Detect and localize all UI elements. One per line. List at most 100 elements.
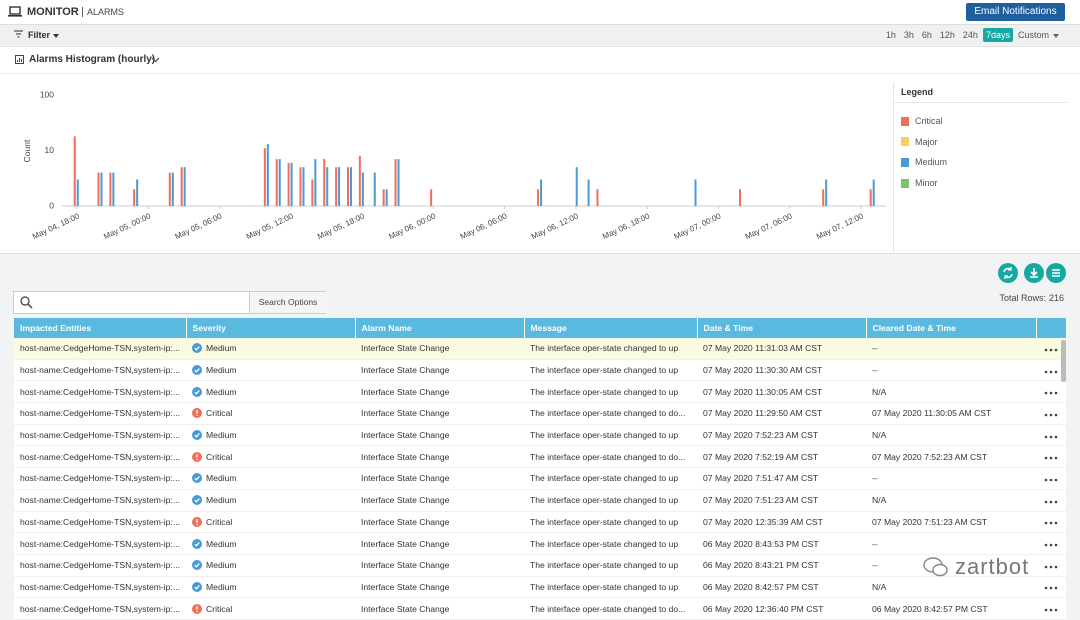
- legend-label: Medium: [915, 157, 948, 168]
- column-header[interactable]: Date & Time: [697, 318, 867, 338]
- y-tick-label: 10: [45, 145, 55, 155]
- table-row[interactable]: host-name:CedgeHome-TSN,system-ip:... Cri…: [14, 597, 1066, 620]
- severity-icon: [192, 538, 202, 549]
- legend-item[interactable]: Medium: [901, 157, 947, 167]
- bar: [361, 172, 364, 206]
- table-cell: The interface oper-state changed to up: [524, 338, 697, 360]
- row-actions[interactable]: [1036, 511, 1066, 534]
- column-header[interactable]: Alarm Name: [355, 318, 525, 338]
- bar: [299, 167, 302, 206]
- table-row[interactable]: host-name:CedgeHome-TSN,system-ip:... Med…: [14, 489, 1066, 512]
- filter-dropdown[interactable]: Filter: [28, 30, 59, 40]
- legend-swatch: [901, 116, 909, 126]
- row-actions[interactable]: [1036, 445, 1066, 469]
- row-actions[interactable]: [1036, 467, 1066, 490]
- table-cell: The interface oper-state changed to up: [524, 380, 697, 404]
- time-range-option[interactable]: 7days: [982, 28, 1013, 42]
- row-actions[interactable]: [1036, 359, 1066, 382]
- table-cell: Interface State Change: [355, 402, 524, 425]
- bar: [537, 189, 540, 206]
- table-cell: Interface State Change: [355, 424, 524, 447]
- search-box[interactable]: Search Options: [13, 291, 326, 314]
- watermark-icon: [923, 557, 948, 577]
- dot: [1049, 391, 1053, 395]
- row-actions[interactable]: [1036, 489, 1066, 512]
- download-button[interactable]: [1024, 263, 1044, 283]
- table-cell: --: [866, 467, 1036, 490]
- scrollbar[interactable]: [1061, 340, 1066, 382]
- severity-label: Critical: [206, 603, 233, 614]
- refresh-button[interactable]: [998, 263, 1018, 283]
- table-row[interactable]: host-name:CedgeHome-TSN,system-ip:... Cri…: [14, 445, 1066, 469]
- table-cell: 06 May 2020 8:42:57 PM CST: [866, 597, 1036, 620]
- more-icon: [1044, 500, 1058, 503]
- search-options-button[interactable]: Search Options: [249, 292, 326, 313]
- table-row[interactable]: host-name:CedgeHome-TSN,system-ip:... Med…: [14, 424, 1066, 447]
- x-tick-label: May 07, 00:00: [673, 211, 723, 241]
- column-header[interactable]: Message: [524, 318, 698, 338]
- time-range-option[interactable]: 3h: [903, 30, 914, 40]
- row-actions[interactable]: [1036, 338, 1066, 360]
- time-range-option[interactable]: 1h: [885, 30, 896, 40]
- table-cell: --: [866, 359, 1036, 382]
- legend-item[interactable]: Major: [901, 137, 938, 147]
- header-bar: MONITOR ALARMS Email Notifications: [0, 0, 1080, 25]
- severity: Medium: [192, 495, 349, 506]
- row-actions[interactable]: [1036, 597, 1066, 620]
- histogram-panel: Alarms Histogram (hourly) 0 10 100 Count May…: [0, 46, 1080, 254]
- table-row[interactable]: host-name:CedgeHome-TSN,system-ip:... Med…: [14, 532, 1066, 555]
- table-row[interactable]: host-name:CedgeHome-TSN,system-ip:... Med…: [14, 359, 1066, 382]
- row-actions[interactable]: [1036, 576, 1066, 599]
- laptop-icon: [8, 6, 22, 17]
- table-row[interactable]: host-name:CedgeHome-TSN,system-ip:... Cri…: [14, 511, 1066, 534]
- row-actions[interactable]: [1036, 380, 1066, 404]
- severity: Medium: [192, 581, 349, 592]
- table-row[interactable]: host-name:CedgeHome-TSN,system-ip:... Cri…: [14, 402, 1066, 425]
- y-axis-label: Count: [22, 139, 32, 162]
- severity-icon: [192, 560, 202, 571]
- total-rows-value: 216: [1048, 293, 1064, 303]
- more-icon: [1044, 413, 1058, 417]
- severity-dot: [192, 343, 202, 354]
- time-range-option[interactable]: 12h: [939, 30, 955, 40]
- table-cell: host-name:CedgeHome-TSN,system-ip:...: [14, 554, 186, 577]
- legend-item[interactable]: Minor: [901, 178, 938, 188]
- row-actions[interactable]: [1036, 532, 1066, 555]
- legend-item[interactable]: Critical: [901, 116, 943, 126]
- email-notifications-button[interactable]: Email Notifications: [966, 3, 1065, 21]
- time-range-option[interactable]: 6h: [921, 30, 932, 40]
- row-actions[interactable]: [1036, 554, 1066, 577]
- collapse-chevron[interactable]: [151, 57, 160, 63]
- columns-button[interactable]: [1046, 263, 1066, 283]
- column-header[interactable]: Severity: [186, 318, 356, 338]
- table-row[interactable]: host-name:CedgeHome-TSN,system-ip:... Med…: [14, 576, 1066, 599]
- table-cell: 07 May 2020 7:51:47 AM CST: [697, 467, 866, 490]
- row-actions[interactable]: [1036, 424, 1066, 447]
- time-range-option[interactable]: Custom: [1015, 28, 1062, 42]
- table-body: host-name:CedgeHome-TSN,system-ip:... Med…: [14, 338, 1066, 620]
- table-cell: The interface oper-state changed to up: [524, 511, 697, 534]
- bar: [76, 179, 79, 206]
- severity: Medium: [192, 538, 349, 549]
- table-row[interactable]: host-name:CedgeHome-TSN,system-ip:... Med…: [14, 554, 1066, 577]
- time-range-option[interactable]: 24h: [962, 30, 978, 40]
- check-glyph: [194, 563, 200, 568]
- row-actions[interactable]: [1036, 402, 1066, 425]
- dot: [1054, 391, 1058, 395]
- table-cell: 07 May 2020 11:30:30 AM CST: [697, 359, 866, 382]
- table-row[interactable]: host-name:CedgeHome-TSN,system-ip:... Med…: [14, 467, 1066, 490]
- table-cell: 07 May 2020 7:51:23 AM CST: [866, 511, 1036, 534]
- x-tick-label: May 04, 18:00: [31, 211, 81, 241]
- table-cell: The interface oper-state changed to do..…: [524, 402, 697, 425]
- bar: [346, 167, 349, 206]
- table-cell: 06 May 2020 8:42:57 PM CST: [697, 576, 866, 599]
- table-row[interactable]: host-name:CedgeHome-TSN,system-ip:... Med…: [14, 338, 1066, 360]
- column-header[interactable]: Impacted Entities: [14, 318, 187, 338]
- table-cell: host-name:CedgeHome-TSN,system-ip:...: [14, 597, 186, 620]
- table-cell: Interface State Change: [355, 380, 524, 404]
- column-header[interactable]: Cleared Date & Time: [866, 318, 1037, 338]
- table-row[interactable]: host-name:CedgeHome-TSN,system-ip:... Med…: [14, 380, 1066, 404]
- dot: [1049, 478, 1053, 482]
- severity: Medium: [192, 365, 349, 376]
